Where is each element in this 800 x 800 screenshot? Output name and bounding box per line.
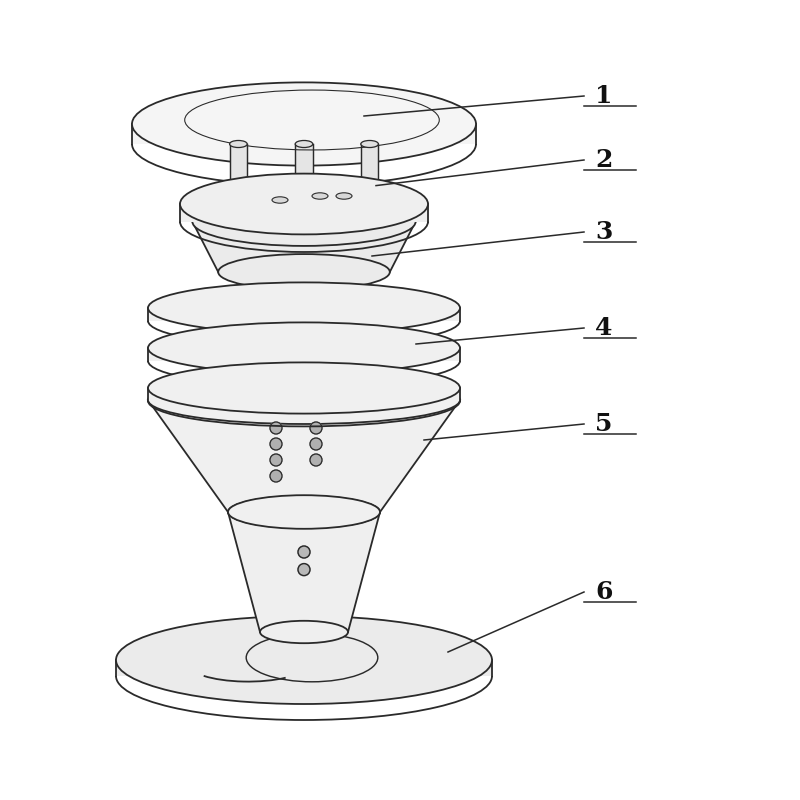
Text: 6: 6 [595,580,613,604]
Ellipse shape [230,141,247,147]
Circle shape [270,438,282,450]
Ellipse shape [192,198,416,246]
Circle shape [270,454,282,466]
Ellipse shape [116,616,492,704]
Circle shape [270,422,282,434]
Polygon shape [148,400,460,512]
Ellipse shape [148,376,460,424]
Circle shape [310,454,322,466]
Ellipse shape [361,191,378,198]
Circle shape [298,546,310,558]
Circle shape [270,470,282,482]
Ellipse shape [272,197,288,203]
Ellipse shape [361,141,378,147]
Polygon shape [148,388,460,401]
Ellipse shape [312,193,328,199]
Text: 5: 5 [595,412,613,436]
Ellipse shape [228,496,380,528]
Ellipse shape [295,191,313,198]
Polygon shape [148,308,460,321]
Text: 2: 2 [595,148,613,172]
Ellipse shape [148,322,460,374]
Ellipse shape [148,282,460,334]
Ellipse shape [230,191,247,198]
Ellipse shape [336,193,352,199]
Polygon shape [180,204,428,222]
Polygon shape [193,222,416,272]
Polygon shape [230,144,247,194]
Text: 3: 3 [595,220,613,244]
Circle shape [310,438,322,450]
Ellipse shape [148,362,460,414]
Polygon shape [148,348,460,361]
Polygon shape [295,144,313,194]
Circle shape [310,422,322,434]
Ellipse shape [228,495,380,529]
Text: 4: 4 [595,316,613,340]
Ellipse shape [260,621,348,643]
Text: 1: 1 [595,84,613,108]
Polygon shape [361,144,378,194]
Polygon shape [116,660,492,676]
Ellipse shape [132,82,476,166]
Ellipse shape [295,141,313,147]
Circle shape [298,563,310,576]
Polygon shape [228,512,380,632]
Ellipse shape [180,174,428,234]
Polygon shape [132,124,476,144]
Ellipse shape [218,254,390,290]
